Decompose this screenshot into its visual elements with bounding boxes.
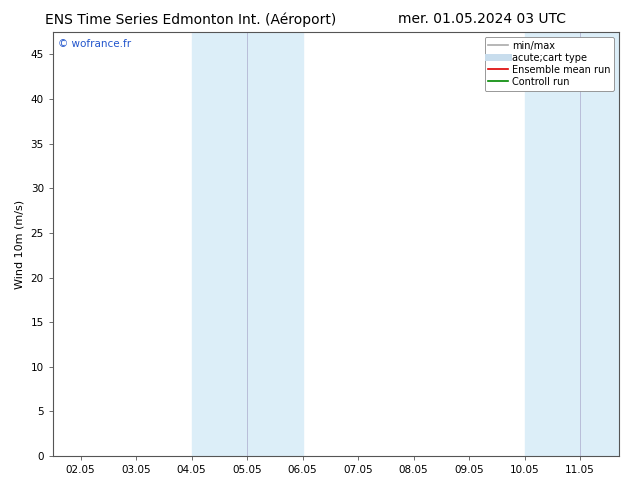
Text: © wofrance.fr: © wofrance.fr [58, 39, 132, 49]
Text: ENS Time Series Edmonton Int. (Aéroport): ENS Time Series Edmonton Int. (Aéroport) [44, 12, 336, 27]
Text: mer. 01.05.2024 03 UTC: mer. 01.05.2024 03 UTC [398, 12, 566, 26]
Bar [191, 32, 302, 456]
Bar [525, 32, 619, 456]
Y-axis label: Wind 10m (m/s): Wind 10m (m/s) [15, 199, 25, 289]
Legend: min/max, acute;cart type, Ensemble mean run, Controll run: min/max, acute;cart type, Ensemble mean … [484, 37, 614, 91]
